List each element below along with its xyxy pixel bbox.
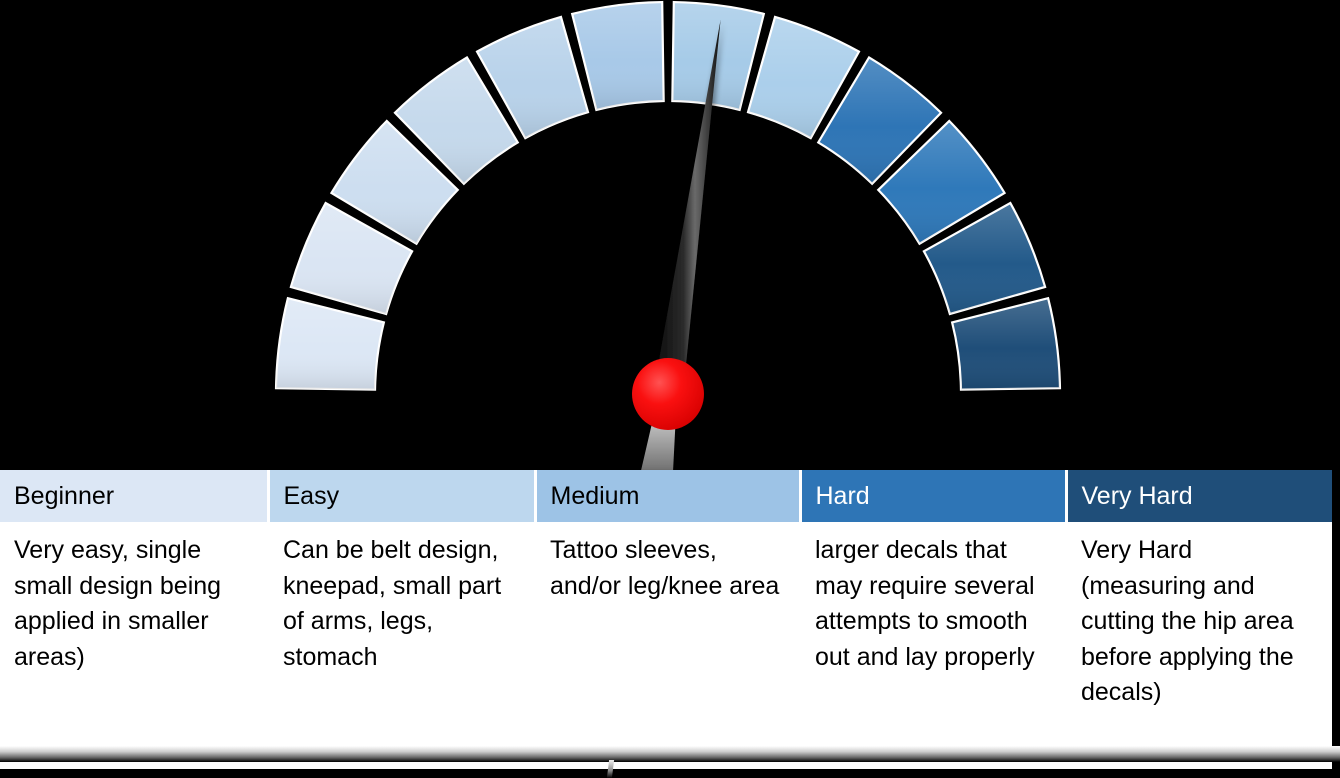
gauge-needle[interactable] — [653, 19, 721, 397]
gauge-segment-shade-5 — [477, 16, 588, 139]
table-header-row: Beginner Easy Medium Hard Very Hard — [0, 470, 1332, 525]
gauge-segment-shade-1 — [276, 298, 384, 390]
gauge-segment-shade-3 — [331, 120, 458, 244]
gauge-segment-shade-9 — [818, 57, 942, 184]
gauge-segments — [274, 0, 1062, 391]
table-row: Very easy, single small design being app… — [0, 523, 1332, 769]
header-cell-medium[interactable]: Medium — [535, 470, 802, 525]
gauge-segment-shade-12 — [952, 298, 1060, 390]
gauge-hub — [632, 358, 704, 430]
header-cell-beginner[interactable]: Beginner — [0, 470, 270, 525]
needle-shape[interactable] — [653, 19, 721, 397]
gauge-segment-shade-8 — [748, 16, 859, 139]
gauge-segment-shade-11 — [923, 203, 1046, 314]
header-cell-very-hard[interactable]: Very Hard — [1066, 470, 1332, 525]
header-cell-hard[interactable]: Hard — [800, 470, 1068, 525]
header-cell-easy[interactable]: Easy — [268, 470, 537, 525]
difficulty-table: Beginner Easy Medium Hard Very Hard Very… — [0, 470, 1332, 769]
gauge-segment-shade-10 — [878, 120, 1005, 244]
gauge-segment-shade-7 — [672, 2, 764, 110]
gauge-segment-shade-6 — [572, 2, 664, 110]
body-cell-hard: larger decals that may require several a… — [800, 523, 1067, 769]
body-cell-medium: Tattoo sleeves, and/or leg/knee area — [535, 523, 801, 769]
gauge-hub-circle — [632, 358, 704, 430]
body-cell-easy: Can be belt design, kneepad, small part … — [268, 523, 536, 769]
body-cell-very-hard: Very Hard (measuring and cutting the hip… — [1066, 523, 1332, 769]
body-cell-beginner: Very easy, single small design being app… — [0, 523, 269, 769]
gauge-panel — [274, 0, 1062, 478]
difficulty-gauge — [274, 0, 1062, 478]
gauge-segment-shade-4 — [394, 57, 518, 184]
gauge-segment-shade-2 — [290, 203, 413, 314]
